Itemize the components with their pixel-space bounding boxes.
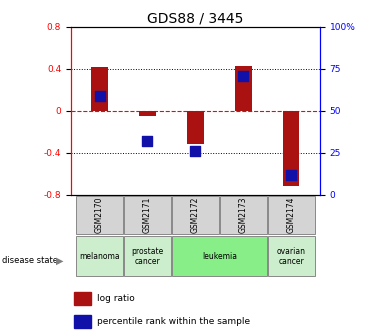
FancyBboxPatch shape [124, 196, 171, 235]
Text: GSM2171: GSM2171 [143, 197, 152, 233]
FancyBboxPatch shape [76, 236, 123, 276]
Text: ovarian
cancer: ovarian cancer [277, 247, 306, 266]
Text: leukemia: leukemia [202, 252, 237, 261]
FancyBboxPatch shape [124, 236, 171, 276]
FancyBboxPatch shape [268, 236, 314, 276]
Point [288, 172, 294, 177]
FancyBboxPatch shape [268, 196, 314, 235]
Text: GSM2173: GSM2173 [239, 197, 248, 233]
Point [192, 149, 198, 154]
Text: melanoma: melanoma [79, 252, 120, 261]
FancyBboxPatch shape [220, 196, 267, 235]
Bar [74, 315, 91, 328]
Bar [187, 111, 204, 144]
Text: GSM2172: GSM2172 [191, 197, 200, 233]
Bar [283, 111, 300, 186]
Bar [139, 111, 156, 116]
Text: log ratio: log ratio [97, 294, 135, 303]
FancyBboxPatch shape [172, 196, 219, 235]
Point [144, 138, 151, 144]
Title: GDS88 / 3445: GDS88 / 3445 [147, 12, 244, 26]
Bar [74, 292, 91, 305]
FancyBboxPatch shape [76, 196, 123, 235]
Point [240, 73, 246, 78]
Text: percentile rank within the sample: percentile rank within the sample [97, 317, 250, 326]
Text: GSM2174: GSM2174 [286, 197, 296, 233]
Point [97, 93, 103, 98]
Bar [235, 66, 252, 111]
Text: GSM2170: GSM2170 [95, 197, 104, 233]
Text: prostate
cancer: prostate cancer [131, 247, 164, 266]
Text: disease state: disease state [2, 256, 58, 265]
Text: ▶: ▶ [56, 255, 63, 265]
FancyBboxPatch shape [172, 236, 267, 276]
Bar [91, 67, 108, 111]
